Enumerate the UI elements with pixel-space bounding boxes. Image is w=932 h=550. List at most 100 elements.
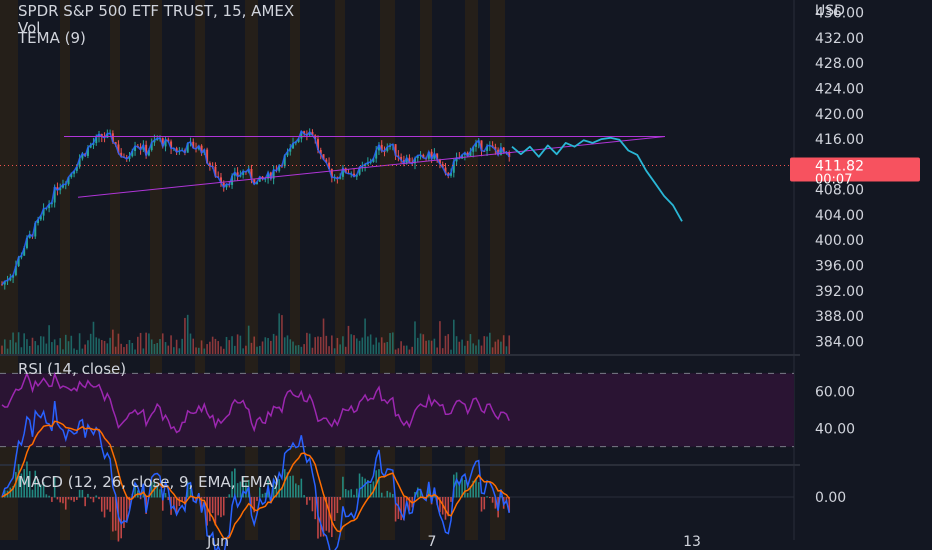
volume-bar	[42, 336, 45, 354]
rsi-panel	[0, 371, 794, 448]
support-trendline	[77, 136, 666, 198]
volume-legend[interactable]: Vol	[18, 19, 41, 37]
volume-bar	[209, 341, 211, 354]
volume-bar	[37, 345, 39, 354]
macd-histogram-bar	[394, 497, 397, 522]
macd-histogram-bar	[300, 478, 303, 498]
macd-histogram-bar	[20, 473, 23, 498]
volume-bar	[439, 321, 441, 354]
candle-body	[164, 139, 167, 147]
candle-body	[73, 170, 76, 174]
volume-bar	[161, 333, 164, 354]
volume-bar	[51, 342, 53, 354]
candle-body	[427, 151, 430, 159]
candle-body	[400, 156, 403, 161]
macd-histogram-bar	[405, 497, 408, 502]
volume-bar	[450, 349, 452, 354]
macd-histogram-bar	[195, 497, 197, 502]
volume-bar	[117, 333, 120, 354]
volume-bar	[466, 340, 469, 354]
volume-bar	[40, 336, 42, 354]
macd-histogram-bar	[228, 494, 231, 498]
candle-body	[314, 135, 317, 140]
candle-body	[170, 141, 173, 149]
volume-bar	[239, 335, 242, 354]
volume-bar	[120, 343, 122, 354]
volume-bar	[181, 338, 183, 354]
candle-body	[95, 136, 98, 144]
volume-bar	[142, 348, 145, 354]
price-tick-label: 428.00	[815, 56, 864, 72]
candle-body	[61, 184, 64, 188]
volume-bar	[411, 346, 414, 354]
macd-histogram-bar	[175, 497, 178, 514]
macd-histogram-bar	[40, 484, 42, 498]
candle-body	[253, 179, 256, 185]
candle-body	[377, 144, 380, 151]
volume-bar	[364, 318, 366, 354]
candle-body	[25, 237, 28, 249]
volume-bar	[125, 344, 128, 354]
price-tick-label: 420.00	[815, 107, 864, 123]
macd-histogram-bar	[480, 497, 483, 512]
macd-histogram-bar	[455, 472, 458, 498]
volume-bar	[109, 337, 111, 354]
candle-body	[28, 234, 31, 238]
tema-legend[interactable]: TEMA (9)	[18, 29, 86, 47]
macd-histogram-bar	[31, 489, 34, 498]
volume-bar	[220, 346, 222, 354]
candle-body	[81, 153, 84, 159]
macd-histogram-bar	[477, 482, 480, 498]
macd-histogram-bar	[159, 489, 161, 498]
volume-bar	[444, 335, 447, 354]
macd-histogram-bar	[253, 497, 256, 513]
macd-legend: MACD (12, 26, close, 9, EMA, EMA)	[18, 473, 279, 491]
candle-body	[86, 147, 89, 156]
macd-histogram-bar	[1, 497, 3, 498]
candle-body	[433, 153, 436, 160]
volume-bar	[247, 325, 250, 354]
macd-histogram-bar	[9, 487, 12, 498]
candle-body	[222, 182, 225, 188]
volume-bar	[250, 342, 253, 354]
volume-bar	[389, 333, 391, 354]
volume-bar	[17, 332, 20, 354]
macd-histogram-bar	[464, 480, 466, 498]
volume-bar	[502, 335, 505, 354]
volume-bar	[311, 347, 314, 354]
macd-histogram-bar	[100, 497, 103, 512]
volume-bar	[62, 349, 64, 354]
macd-histogram-bar	[508, 497, 511, 513]
volume-bar	[447, 334, 450, 354]
candle-body	[466, 152, 469, 157]
volume-bar	[486, 336, 488, 354]
price-tick-label: 396.00	[815, 259, 864, 275]
volume-bar	[408, 349, 411, 354]
session-band	[195, 0, 205, 540]
candle-body	[186, 143, 189, 153]
session-band	[110, 0, 120, 540]
macd-histogram-bar	[469, 486, 472, 498]
macd-histogram-bar	[369, 484, 372, 498]
macd-histogram-bar	[56, 497, 59, 500]
macd-histogram-bar	[295, 483, 297, 498]
candle-body	[231, 175, 234, 185]
macd-histogram-bar	[64, 497, 67, 510]
volume-bar	[78, 333, 81, 354]
macd-histogram-bar	[466, 492, 469, 498]
volume-bar	[278, 313, 280, 354]
volume-bar	[3, 339, 6, 354]
macd-histogram-bar	[458, 481, 461, 498]
last-price-value: 411.82	[815, 158, 864, 174]
volume-bar	[383, 342, 386, 354]
price-tick-label: 388.00	[815, 309, 864, 325]
volume-bar	[114, 346, 117, 354]
volume-bar	[123, 347, 125, 354]
candle-body	[322, 154, 325, 160]
volume-bar	[200, 340, 203, 354]
symbol-title[interactable]: SPDR S&P 500 ETF TRUST, 15, AMEX	[18, 2, 295, 20]
candle-body	[283, 155, 286, 167]
volume-bar	[322, 318, 325, 354]
volume-bar	[325, 335, 328, 354]
